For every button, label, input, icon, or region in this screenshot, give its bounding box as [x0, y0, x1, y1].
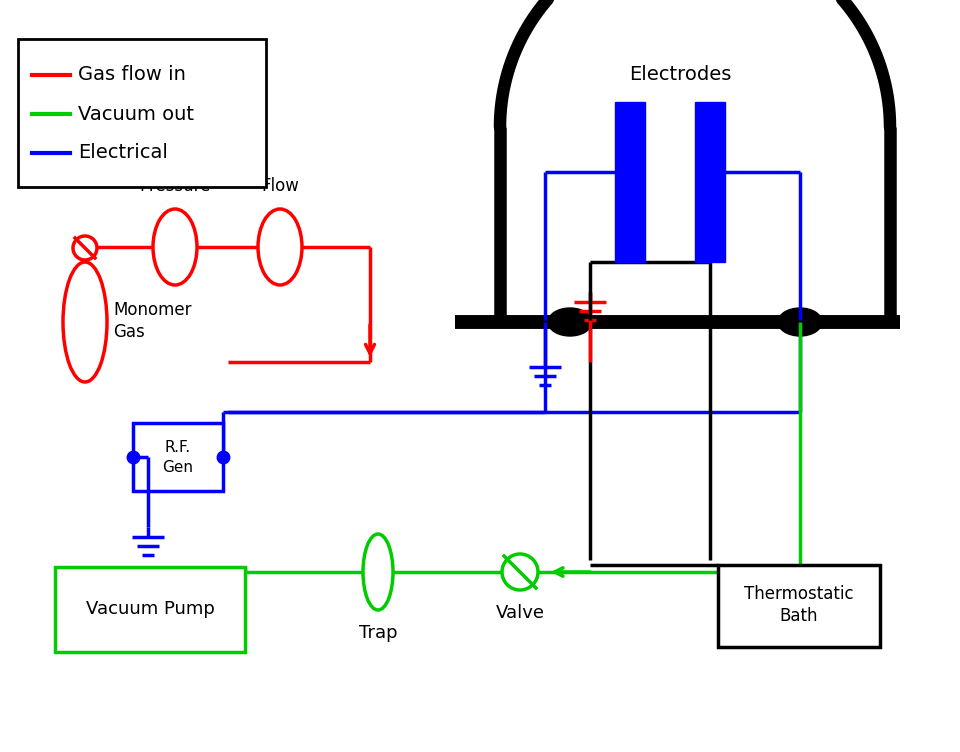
Text: Vacuum out: Vacuum out [78, 105, 194, 123]
Text: Electrical: Electrical [78, 144, 168, 162]
Ellipse shape [363, 534, 393, 610]
Bar [18, 39, 266, 187]
Text: Vacuum Pump: Vacuum Pump [85, 601, 214, 618]
Text: R.F.: R.F. [165, 439, 191, 454]
Circle shape [73, 236, 97, 260]
Bar [615, 102, 645, 262]
Ellipse shape [258, 209, 302, 285]
Text: Pressure: Pressure [139, 177, 210, 195]
Text: Flow: Flow [261, 177, 299, 195]
Ellipse shape [63, 262, 107, 382]
Bar [133, 423, 223, 491]
Text: Monomer: Monomer [113, 301, 191, 319]
Text: Gen: Gen [162, 459, 194, 475]
Bar [55, 567, 245, 652]
Bar [695, 102, 725, 262]
Text: Bath: Bath [780, 607, 818, 625]
Ellipse shape [548, 308, 592, 336]
Text: Gas flow in: Gas flow in [78, 65, 186, 84]
Ellipse shape [153, 209, 197, 285]
Ellipse shape [778, 308, 822, 336]
Text: Trap: Trap [359, 624, 397, 642]
Text: Gas: Gas [113, 323, 145, 341]
Circle shape [502, 554, 538, 590]
Text: Valve: Valve [495, 604, 544, 622]
Text: Electrodes: Electrodes [629, 65, 732, 84]
Bar [718, 565, 880, 647]
Text: Thermostatic: Thermostatic [744, 585, 853, 603]
